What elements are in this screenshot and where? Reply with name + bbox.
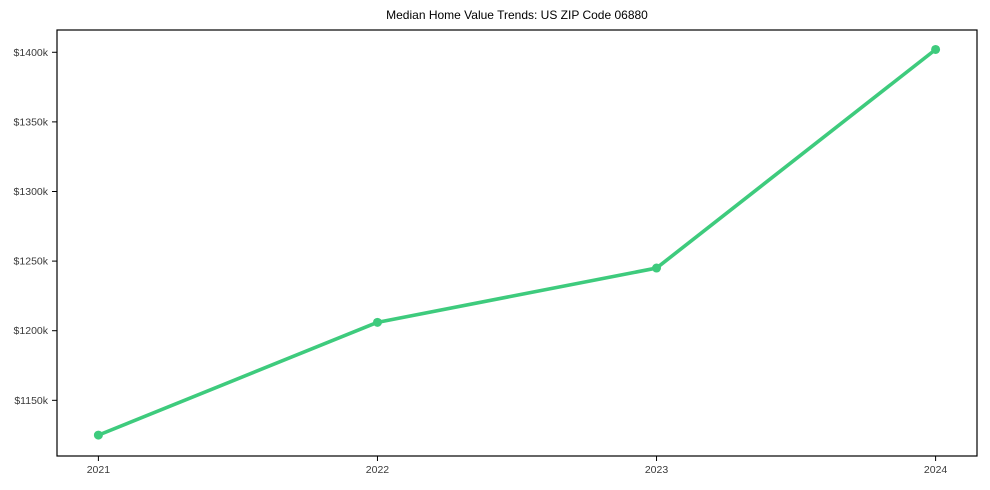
x-tick-label: 2022 — [366, 464, 390, 476]
axes-border — [56, 29, 978, 457]
y-tick-label: $1350k — [14, 116, 49, 128]
x-tick-label: 2023 — [645, 464, 669, 476]
y-tick-label: $1250k — [14, 256, 49, 268]
data-point-marker — [931, 44, 941, 54]
x-tick-label: 2024 — [924, 464, 948, 476]
y-tick-label: $1200k — [14, 325, 49, 337]
data-point-marker — [93, 430, 103, 440]
y-tick-label: $1400k — [14, 47, 49, 59]
trend-line — [96, 47, 938, 437]
data-point-marker — [372, 317, 382, 327]
y-tick-label: $1300k — [14, 186, 49, 198]
x-tick-label: 2021 — [87, 464, 111, 476]
y-tick-label: $1150k — [14, 395, 48, 407]
chart-title: Median Home Value Trends: US ZIP Code 06… — [386, 8, 648, 22]
data-point-marker — [652, 263, 662, 273]
